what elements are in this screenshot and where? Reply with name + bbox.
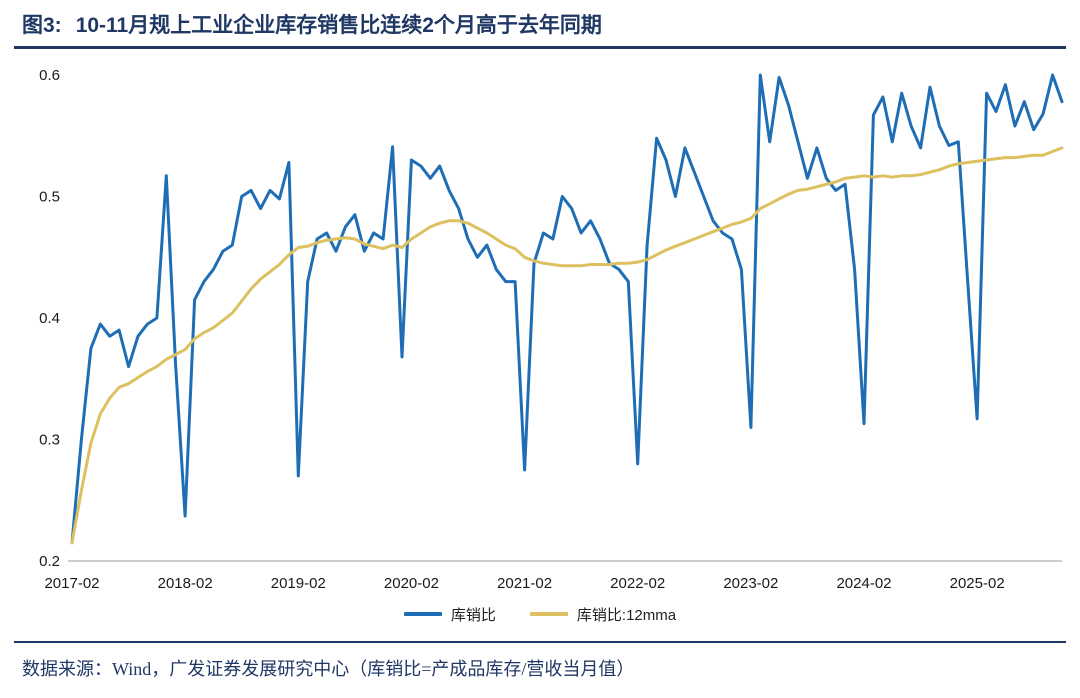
source-note: 数据来源：Wind，广发证券发展研究中心（库销比=产成品库存/营收当月值） <box>22 659 635 679</box>
legend-item-12mma: 库销比:12mma <box>529 604 677 625</box>
y-tick-label: 0.6 <box>39 67 60 84</box>
x-tick-label: 2020-02 <box>384 575 439 592</box>
x-tick-label: 2021-02 <box>497 575 552 592</box>
series-line-12mma <box>70 146 1064 545</box>
x-tick-label: 2019-02 <box>271 575 326 592</box>
y-tick-label: 0.5 <box>39 189 60 206</box>
footer-divider <box>14 641 1066 643</box>
chart-legend: 库销比 库销比:12mma <box>0 603 1080 625</box>
legend-line-sample-blue <box>403 612 442 616</box>
header-divider <box>14 46 1066 49</box>
x-tick-label: 2018-02 <box>158 575 213 592</box>
x-tick-label: 2017-02 <box>44 575 99 592</box>
y-tick-label: 0.4 <box>39 310 60 327</box>
legend-item-kuxiaobi: 库销比 <box>403 604 496 625</box>
series-line-kuxiaobi <box>70 73 1064 545</box>
x-tick-label: 2025-02 <box>950 575 1005 592</box>
figure-header: 图3: 10-11月规上工业企业库存销售比连续2个月高于去年同期 <box>0 0 1080 46</box>
figure-label: 图3: <box>22 14 62 37</box>
legend-label-12mma: 库销比:12mma <box>576 606 677 624</box>
legend-line-sample-gold <box>529 612 568 616</box>
y-tick-label: 0.3 <box>39 432 60 449</box>
chart-area: 0.2 0.3 0.4 0.5 0.6 2017-02 2018-02 2019-02 2020… <box>0 49 1080 599</box>
legend-label-kuxiaobi: 库销比 <box>450 606 496 624</box>
x-tick-label: 2023-02 <box>723 575 778 592</box>
x-tick-label: 2022-02 <box>610 575 665 592</box>
chart-svg: 0.2 0.3 0.4 0.5 0.6 2017-02 2018-02 2019-02 2020… <box>39 67 1064 592</box>
page-title: 10-11月规上工业企业库存销售比连续2个月高于去年同期 <box>75 14 602 37</box>
y-tick-label: 0.2 <box>39 553 60 570</box>
x-tick-label: 2024-02 <box>836 575 891 592</box>
